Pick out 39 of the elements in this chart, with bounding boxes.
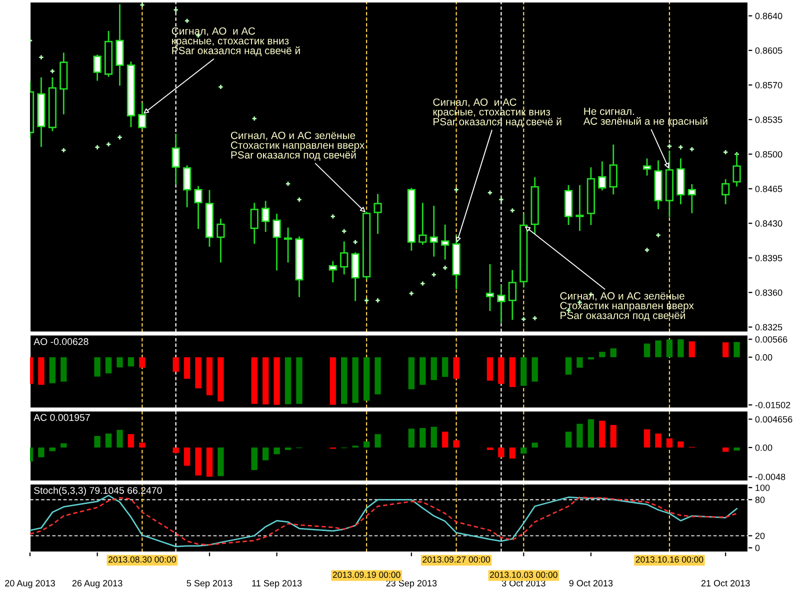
y-tick-label: 0.8570: [755, 82, 782, 88]
y-tick-label: 0.004656: [755, 416, 792, 423]
ref-line-label: 2013.10.03 00:00: [490, 572, 558, 578]
x-tick-label: 11 Sep 2013: [252, 580, 302, 588]
y-tick-label: 100: [756, 484, 770, 491]
chart-title: AC 0.001957: [34, 414, 90, 421]
annotation: Сигнал, АО и АС зелёные Стохастик направлен вверх PSar оказался под свечёй: [230, 132, 365, 161]
y-tick-label: 0.00566: [755, 336, 788, 343]
y-tick-label: -0.0048: [755, 474, 786, 480]
y-tick-label: 0.8500: [755, 151, 782, 158]
y-tick-label: 0.00: [755, 444, 772, 451]
x-tick-label: 20 Aug 2013: [5, 580, 55, 588]
y-tick-label: 0.8360: [755, 289, 782, 296]
x-tick-label: 26 Aug 2013: [72, 580, 122, 588]
y-tick-label: 0.8325: [755, 324, 782, 330]
y-tick-label: -0.01502: [755, 402, 790, 408]
y-tick-label: 20: [755, 532, 765, 540]
ref-line-label: 2013.10.16 00:00: [636, 556, 704, 563]
x-tick-label: 21 Oct 2013: [701, 580, 750, 586]
annotation: Не сигнал. АС зелёный а не красный: [583, 108, 708, 127]
y-tick-label: 0.8640: [755, 12, 782, 20]
ref-line-label: 2013.09.19 00:00: [332, 572, 400, 578]
annotation: Сигнал, АО и АС красные, стохастик вниз PSar оказался над свечё й: [433, 98, 562, 128]
ref-line-label: 2013.09.27 00:00: [422, 556, 490, 563]
x-tick-label: 5 Sep 2013: [186, 580, 232, 588]
ref-line-label: 2013.08.30 00:00: [108, 556, 176, 563]
y-tick-label: 0.00: [755, 354, 772, 361]
y-tick-label: 0.8465: [755, 186, 782, 192]
y-tick-label: 0: [755, 544, 760, 552]
x-tick-label: 9 Oct 2013: [569, 580, 613, 586]
y-tick-label: 0.8535: [755, 116, 782, 123]
y-tick-label: 80: [755, 496, 765, 504]
annotation: Сигнал, АО и АС зелёные Стохастик направлен вверх PSar оказался под свечёй: [560, 292, 694, 322]
y-tick-label: 0.8605: [755, 47, 782, 54]
chart-title: AO -0.00628: [34, 338, 88, 346]
annotation: Сигнал, АО и АС красные, стохастик вниз PSar оказался над свечё й: [172, 27, 300, 56]
y-tick-label: 0.8430: [755, 220, 782, 227]
y-tick-label: 0.8395: [755, 254, 782, 262]
chart-title: Stoch(5,3,3) 79.1045 66.2470: [34, 486, 162, 496]
